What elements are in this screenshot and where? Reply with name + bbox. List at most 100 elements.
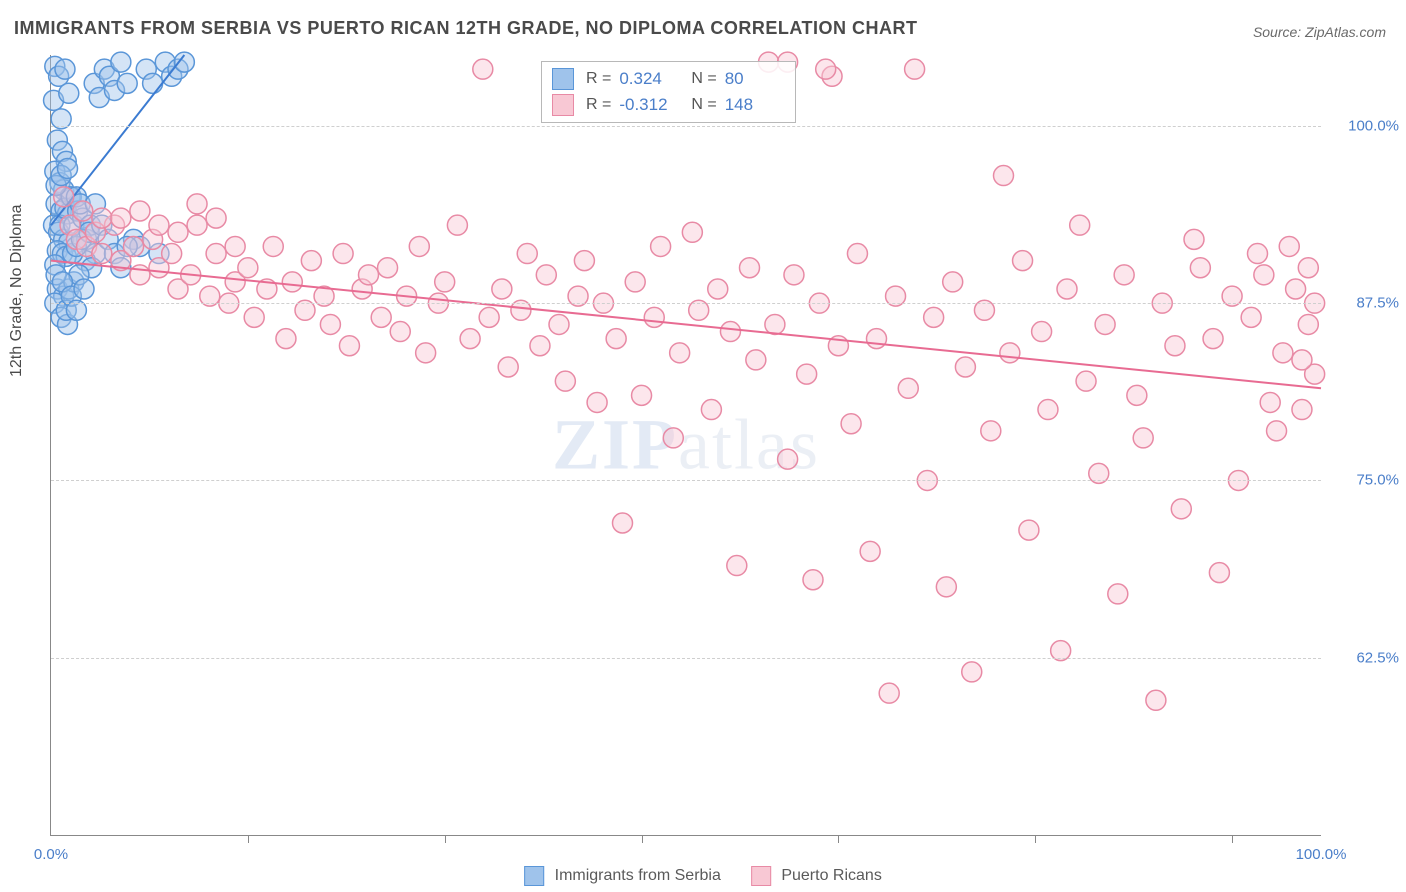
data-point (1095, 314, 1115, 334)
data-point (1171, 499, 1191, 519)
data-point (473, 59, 493, 79)
swatch-series1 (552, 68, 574, 90)
data-point (1254, 265, 1274, 285)
data-point (130, 265, 150, 285)
y-axis-label: 12th Grade, No Diploma (8, 204, 26, 377)
data-point (613, 513, 633, 533)
data-point (409, 236, 429, 256)
data-point (143, 73, 163, 93)
data-point (994, 166, 1014, 186)
xtick-minor (1035, 835, 1036, 843)
swatch-series2-bottom (751, 866, 771, 886)
data-point (1267, 421, 1287, 441)
r-label: R = (586, 96, 611, 114)
data-point (276, 329, 296, 349)
xtick-label: 0.0% (34, 846, 68, 863)
data-point (587, 392, 607, 412)
data-point (816, 59, 836, 79)
data-point (74, 279, 94, 299)
xtick-minor (248, 835, 249, 843)
swatch-series1-bottom (524, 866, 544, 886)
data-point (1298, 258, 1318, 278)
data-point (1070, 215, 1090, 235)
data-point (1038, 400, 1058, 420)
r-value-1: 0.324 (619, 69, 679, 89)
data-point (898, 378, 918, 398)
data-point (333, 244, 353, 264)
data-point (1184, 229, 1204, 249)
xtick-minor (838, 835, 839, 843)
data-point (1279, 236, 1299, 256)
legend-label-1: Immigrants from Serbia (555, 867, 721, 884)
data-point (955, 357, 975, 377)
data-point (378, 258, 398, 278)
legend-label-2: Puerto Ricans (781, 867, 882, 884)
xtick-minor (1232, 835, 1233, 843)
data-point (124, 236, 144, 256)
legend-item-2: Puerto Ricans (751, 866, 882, 886)
data-point (727, 556, 747, 576)
source-label: Source: (1253, 24, 1301, 40)
data-point (708, 279, 728, 299)
n-label: N = (691, 96, 716, 114)
data-point (746, 350, 766, 370)
data-point (206, 208, 226, 228)
data-point (206, 244, 226, 264)
data-point (339, 336, 359, 356)
data-point (117, 73, 137, 93)
data-point (55, 59, 75, 79)
data-point (168, 222, 188, 242)
r-label: R = (586, 70, 611, 88)
legend-item-1: Immigrants from Serbia (524, 866, 721, 886)
data-point (847, 244, 867, 264)
data-point (682, 222, 702, 242)
data-point (359, 265, 379, 285)
data-point (498, 357, 518, 377)
data-point (238, 258, 258, 278)
chart-plot-area: ZIPatlas R = 0.324 N = 80 R = -0.312 N =… (50, 55, 1321, 836)
data-point (1286, 279, 1306, 299)
data-point (1032, 322, 1052, 342)
data-point (625, 272, 645, 292)
data-point (1108, 584, 1128, 604)
data-point (879, 683, 899, 703)
data-point (282, 272, 302, 292)
data-point (1190, 258, 1210, 278)
data-point (1076, 371, 1096, 391)
data-point (530, 336, 550, 356)
data-point (784, 265, 804, 285)
data-point (1298, 314, 1318, 334)
data-point (720, 322, 740, 342)
data-point (841, 414, 861, 434)
data-point (187, 194, 207, 214)
data-point (1127, 385, 1147, 405)
data-point (644, 307, 664, 327)
data-point (701, 400, 721, 420)
data-point (460, 329, 480, 349)
data-point (943, 272, 963, 292)
data-point (740, 258, 760, 278)
data-point (860, 541, 880, 561)
data-point (1165, 336, 1185, 356)
data-point (981, 421, 1001, 441)
ytick-label: 100.0% (1329, 117, 1399, 134)
ytick-label: 62.5% (1329, 649, 1399, 666)
data-point (225, 236, 245, 256)
data-point (111, 208, 131, 228)
data-point (162, 244, 182, 264)
ytick-label: 87.5% (1329, 295, 1399, 312)
data-point (111, 52, 131, 72)
data-point (435, 272, 455, 292)
data-point (663, 428, 683, 448)
data-point (1133, 428, 1153, 448)
data-point (1292, 350, 1312, 370)
data-point (962, 662, 982, 682)
n-value-2: 148 (725, 95, 785, 115)
data-point (390, 322, 410, 342)
gridline-h (51, 126, 1321, 127)
data-point (651, 236, 671, 256)
data-point (778, 449, 798, 469)
data-point (447, 215, 467, 235)
data-point (1273, 343, 1293, 363)
scatter-svg (51, 55, 1321, 835)
